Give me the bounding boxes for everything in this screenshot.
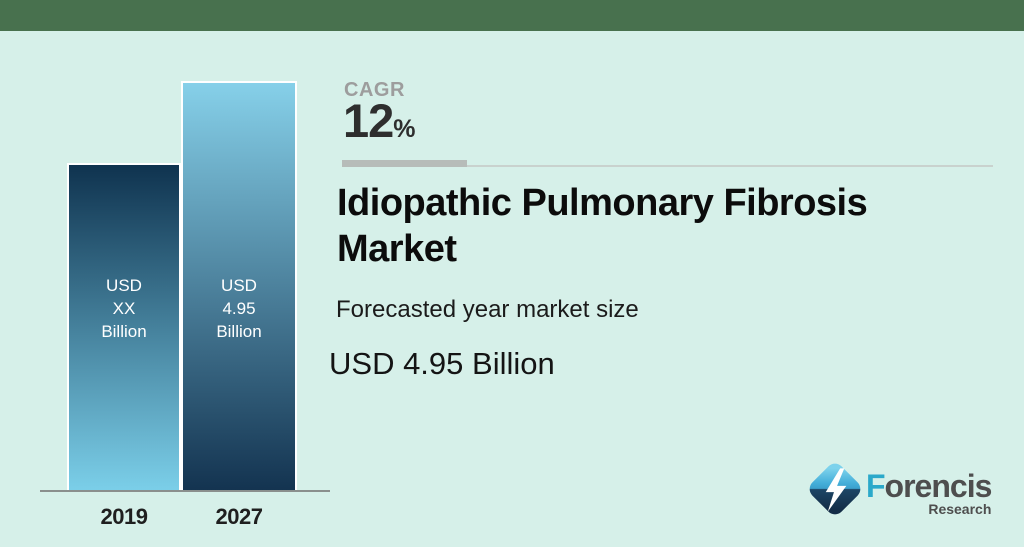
brand-first-letter: F (866, 468, 886, 504)
cagr-percent-sign: % (393, 115, 416, 143)
cagr-label: CAGR (344, 79, 405, 101)
divider-rule-thin (342, 165, 993, 167)
subtitle: Forecasted year market size (336, 296, 639, 323)
forencis-logo: Forencis Research (798, 452, 1024, 538)
x-tick-2019: 2019 (100, 504, 148, 529)
forencis-diamond-icon (809, 463, 861, 515)
bar-2019 (67, 163, 181, 491)
bar-2027 (181, 81, 297, 491)
brand-subtitle: Research (928, 501, 992, 517)
divider-rule-thick (342, 160, 467, 167)
page-title: Idiopathic Pulmonary Fibrosis Market (337, 182, 868, 270)
logo-text: Forencis Research (866, 468, 993, 517)
bar-2019-value-label: USD XX Billion (101, 276, 147, 341)
x-axis-line (40, 490, 330, 492)
divider-rule (342, 160, 993, 167)
lightning-f-icon (825, 468, 847, 512)
x-tick-2027: 2027 (215, 504, 263, 529)
brand-rest: orencis (884, 468, 993, 504)
header-bar (0, 0, 1024, 31)
market-size-value: USD 4.95 Billion (329, 346, 555, 381)
brand-name: Forencis (866, 468, 993, 504)
cagr-value: 12 % (343, 94, 416, 147)
cagr-number: 12 (343, 94, 394, 147)
bar-2027-value-label: USD 4.95 Billion (216, 276, 262, 341)
